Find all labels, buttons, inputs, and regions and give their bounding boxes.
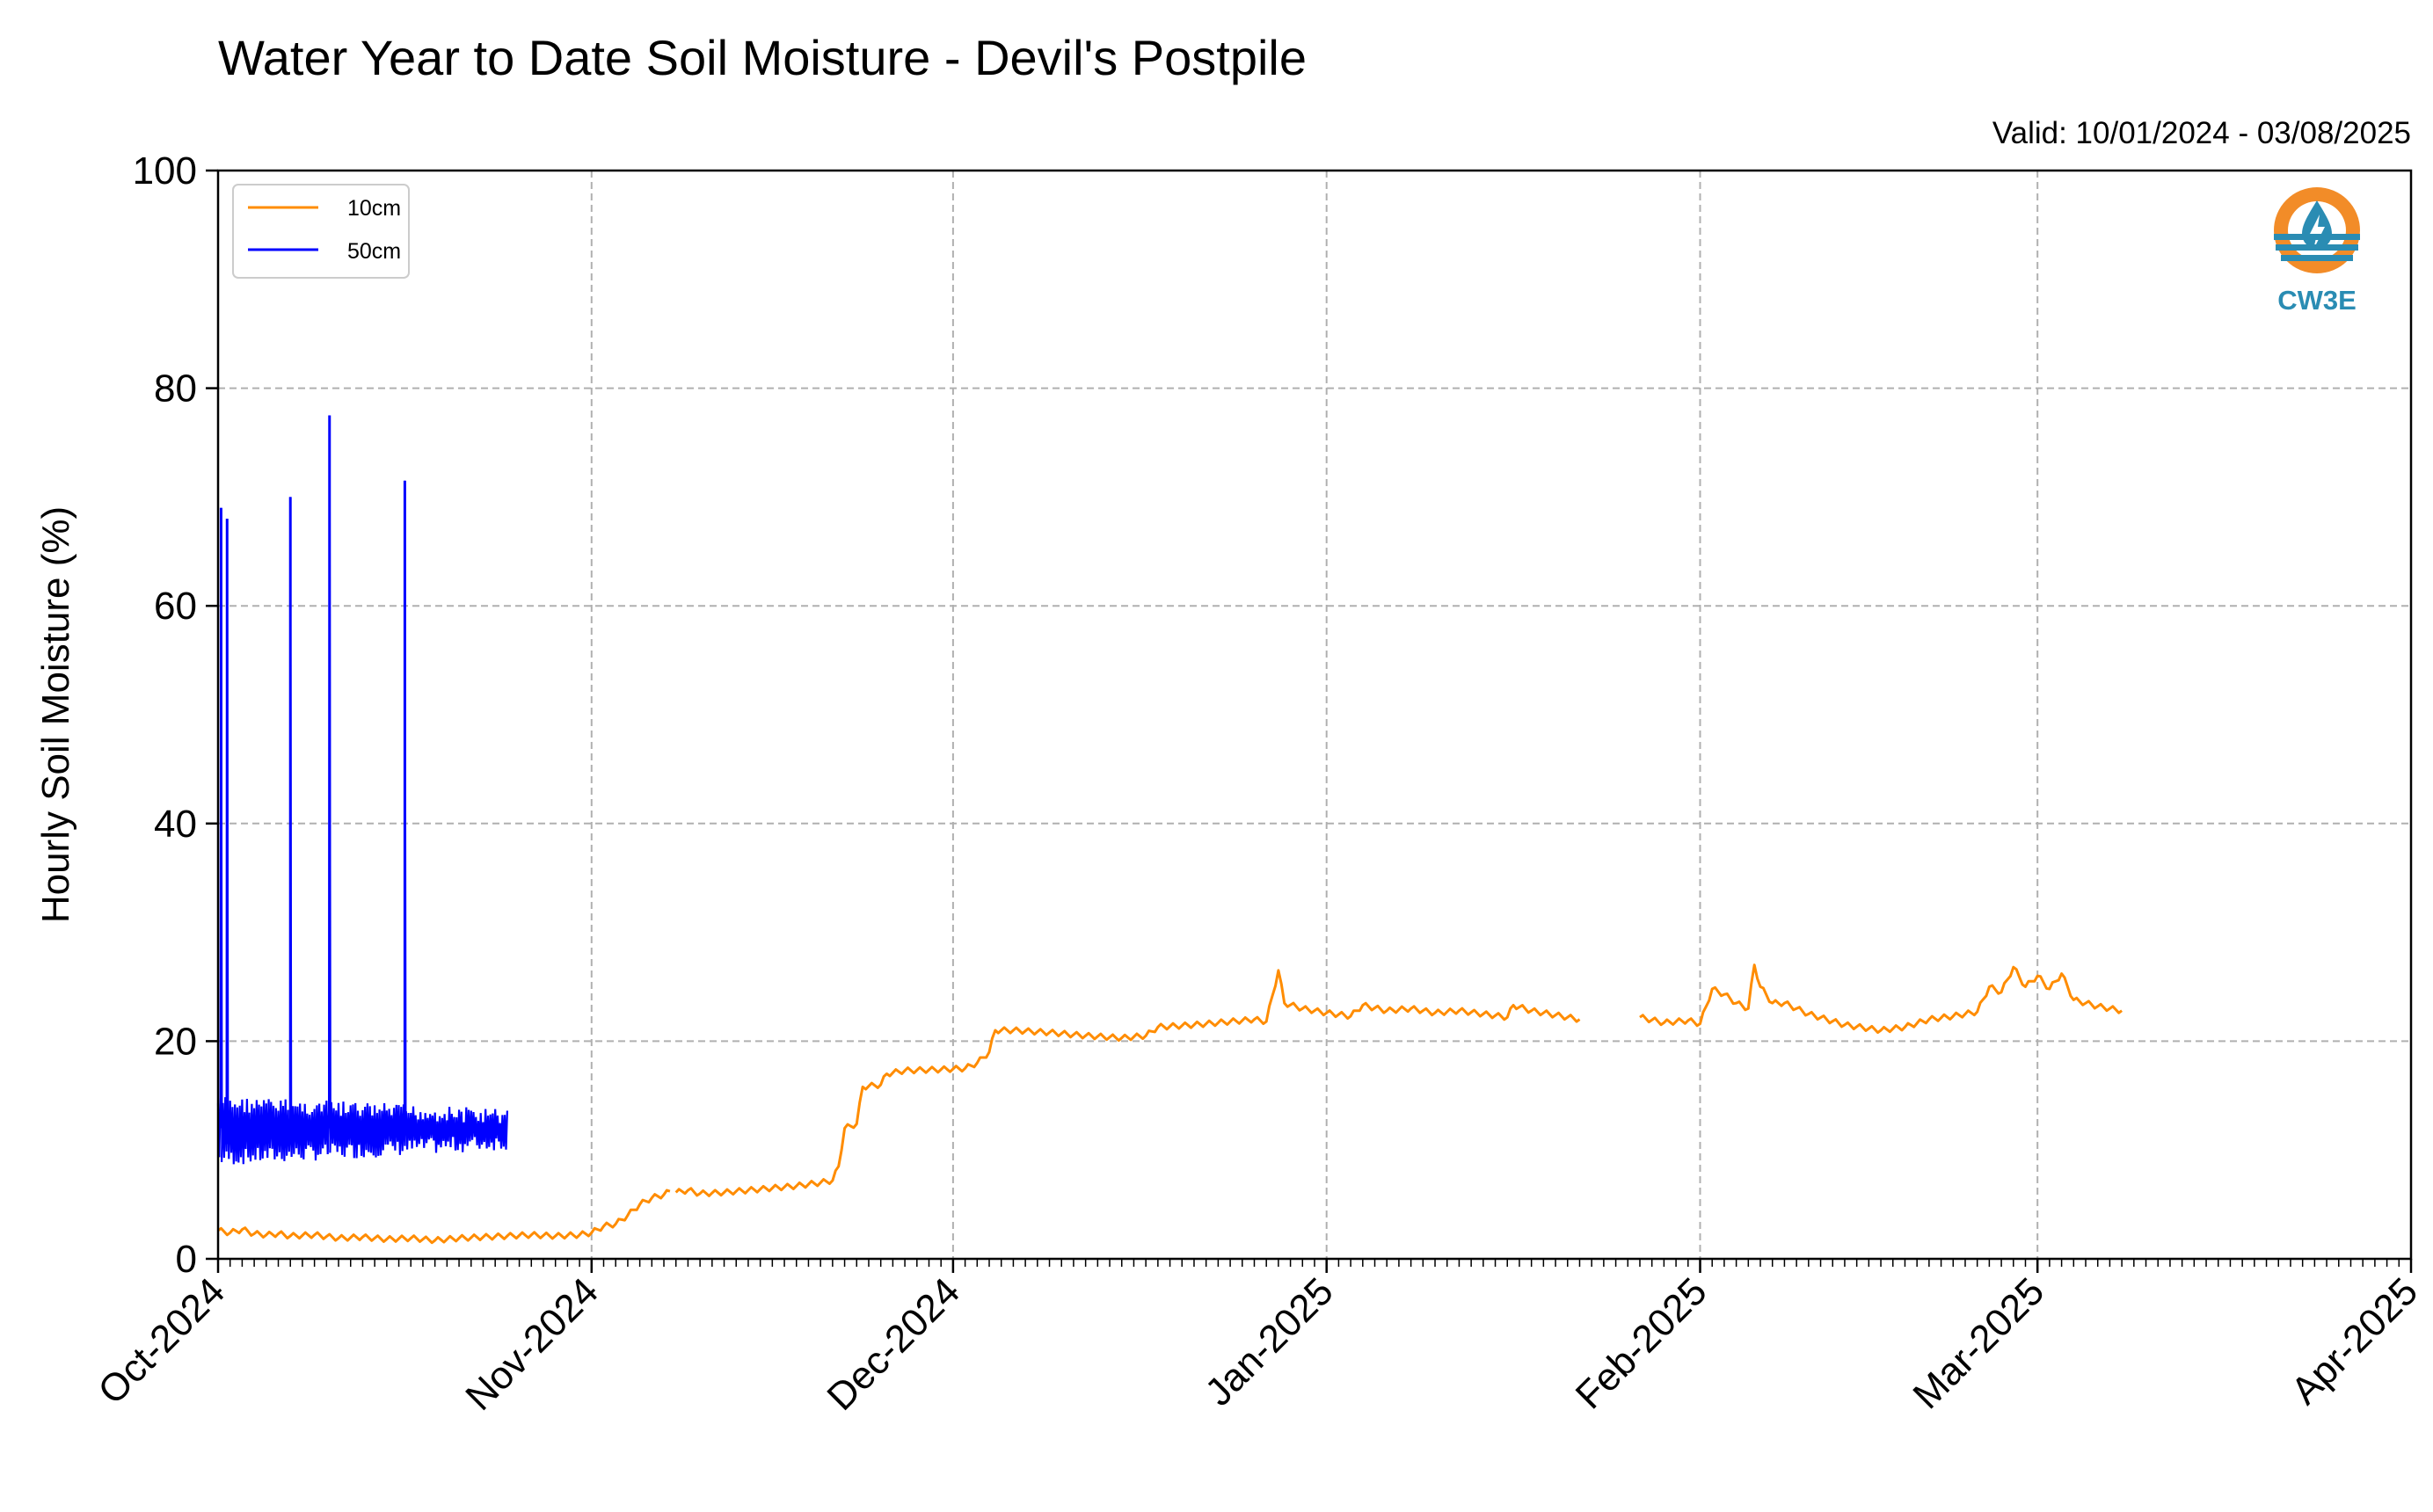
plot-frame — [216, 169, 2413, 1261]
y-axis-label: Hourly Soil Moisture (%) — [34, 506, 77, 923]
x-tick-label: Jan-2025 — [1197, 1269, 1341, 1414]
y-tick-label: 40 — [154, 803, 197, 846]
y-axis: 0 20 40 60 80 100 — [133, 149, 218, 1281]
series-50cm — [216, 415, 508, 1165]
valid-range: Valid: 10/01/2024 - 03/08/2025 — [1992, 116, 2411, 150]
logo-wave-2 — [2276, 244, 2358, 251]
x-tick-label: Apr-2025 — [2283, 1269, 2426, 1413]
cw3e-logo: CW3E — [2274, 187, 2360, 316]
legend-label-10cm: 10cm — [347, 196, 401, 221]
logo-text: CW3E — [2277, 285, 2357, 316]
series-10cm-segment — [674, 969, 1581, 1197]
legend-label-50cm: 50cm — [347, 239, 401, 264]
grid — [218, 171, 2411, 1259]
y-tick-label: 0 — [176, 1238, 197, 1281]
logo-wave-3 — [2281, 255, 2353, 261]
x-tick-label: Feb-2025 — [1568, 1269, 1715, 1417]
series-10cm-segment — [217, 1189, 671, 1245]
chart-title: Water Year to Date Soil Moisture - Devil… — [218, 30, 1307, 85]
series-50cm-line — [216, 415, 508, 1165]
x-tick-label: Mar-2025 — [1905, 1269, 2052, 1417]
y-tick-label: 20 — [154, 1020, 197, 1063]
logo-wave-1 — [2274, 234, 2360, 240]
x-tick-label: Nov-2024 — [457, 1269, 607, 1419]
x-tick-label: Oct-2024 — [90, 1269, 233, 1413]
legend: 10cm 50cm — [232, 184, 410, 279]
logo-bolt-icon — [2310, 214, 2325, 250]
y-tick-label: 80 — [154, 367, 197, 411]
x-axis: Oct-2024 Nov-2024 Dec-2024 Jan-2025 Feb-2025… — [90, 1259, 2426, 1419]
y-tick-label: 60 — [154, 585, 197, 628]
series-10cm-segment — [1639, 963, 2123, 1035]
x-tick-label: Dec-2024 — [819, 1269, 968, 1419]
y-tick-label: 100 — [133, 149, 197, 193]
series-10cm — [217, 963, 2123, 1245]
